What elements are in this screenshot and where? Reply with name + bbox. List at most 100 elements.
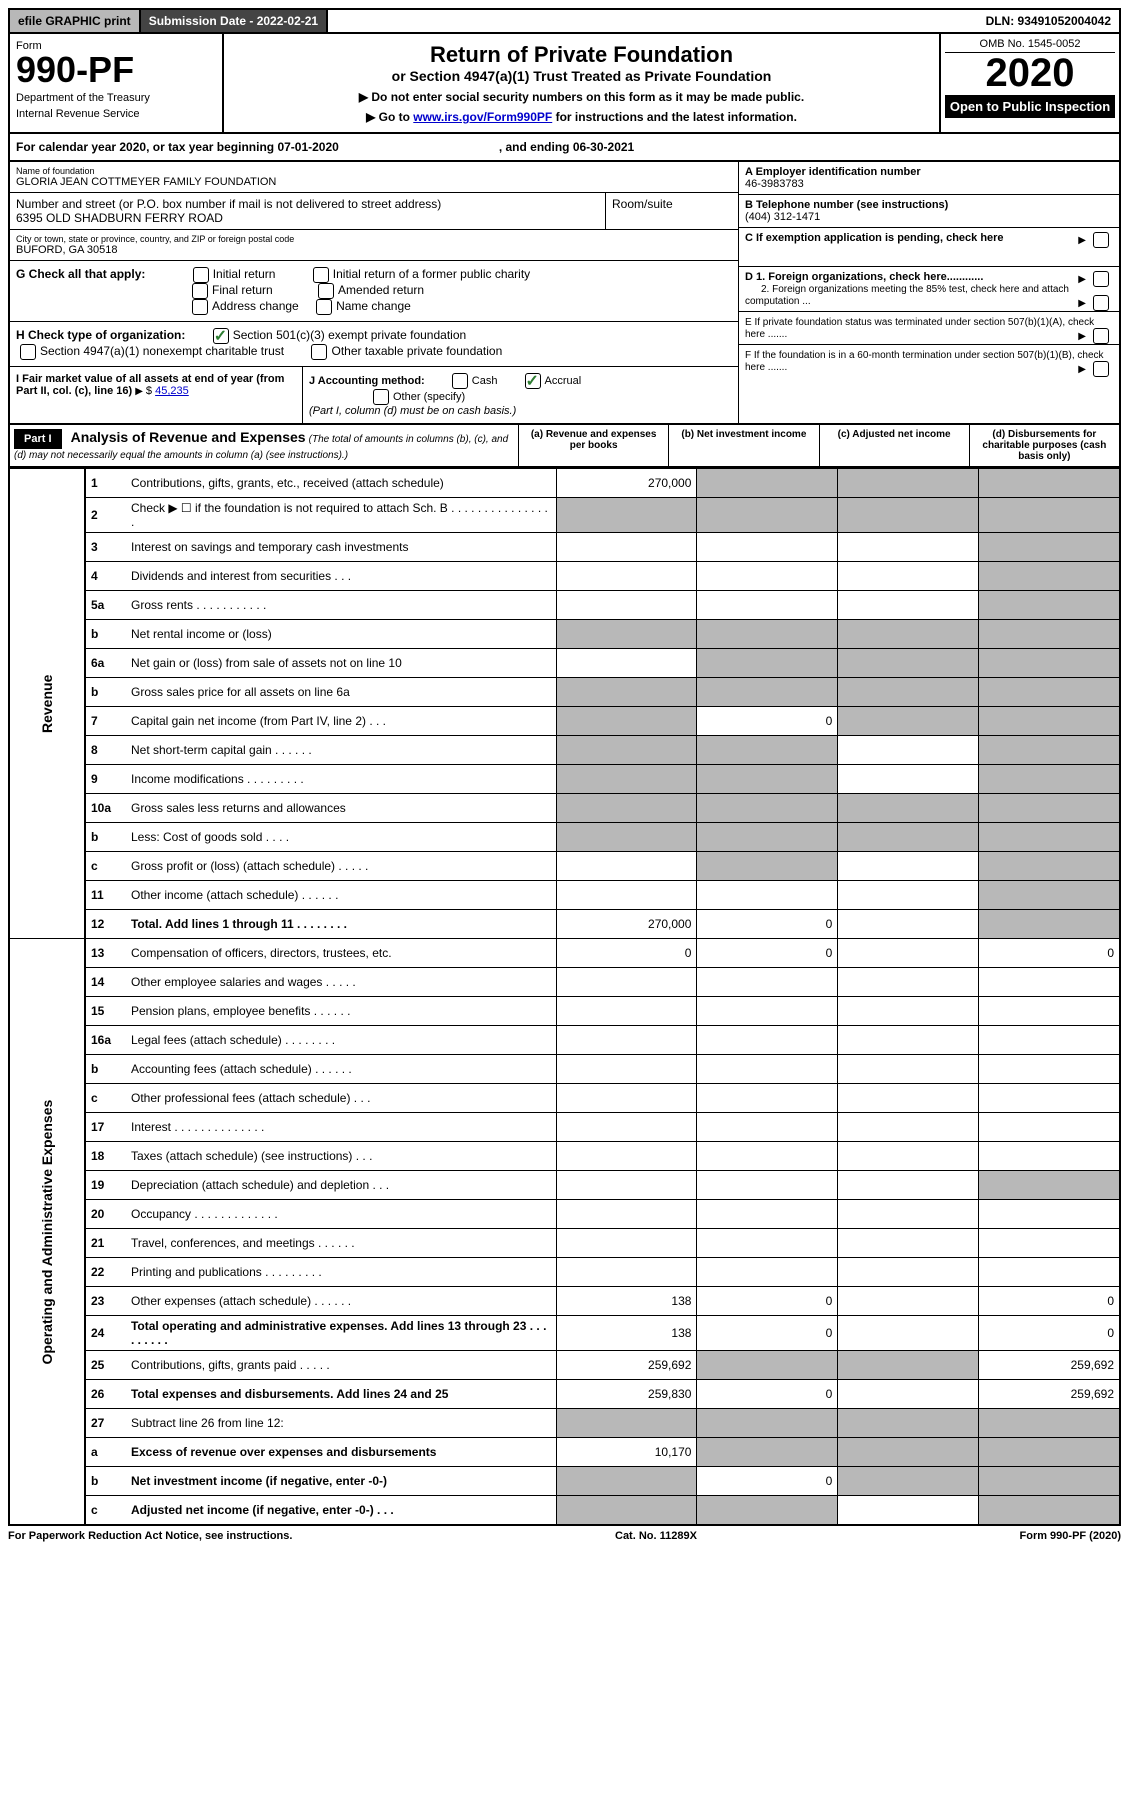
form-title: Return of Private Foundation bbox=[232, 42, 931, 68]
line-number: a bbox=[85, 1438, 126, 1467]
checkbox-501c3[interactable] bbox=[213, 328, 229, 344]
amount-cell bbox=[556, 1467, 697, 1496]
amount-cell: 0 bbox=[979, 1316, 1120, 1351]
checkbox-initial-return[interactable] bbox=[193, 267, 209, 283]
checkbox-name-change[interactable] bbox=[316, 299, 332, 315]
amount-cell: 0 bbox=[697, 1467, 838, 1496]
note-link: ▶ Go to www.irs.gov/Form990PF for instru… bbox=[232, 110, 931, 124]
line-number: 15 bbox=[85, 997, 126, 1026]
checkbox-other-taxable[interactable] bbox=[311, 344, 327, 360]
part1-header: Part I Analysis of Revenue and Expenses … bbox=[8, 425, 1121, 468]
amount-cell bbox=[979, 591, 1120, 620]
line-number: c bbox=[85, 1084, 126, 1113]
amount-cell bbox=[556, 620, 697, 649]
line-number: b bbox=[85, 620, 126, 649]
line-desc: Net investment income (if negative, ente… bbox=[126, 1467, 556, 1496]
amount-cell: 0 bbox=[556, 939, 697, 968]
checkbox-d2[interactable] bbox=[1093, 295, 1109, 311]
line-desc: Other professional fees (attach schedule… bbox=[126, 1084, 556, 1113]
line-number: 17 bbox=[85, 1113, 126, 1142]
amount-cell bbox=[697, 1113, 838, 1142]
amount-cell bbox=[697, 997, 838, 1026]
c-label: C If exemption application is pending, c… bbox=[745, 232, 1004, 244]
amount-cell bbox=[556, 765, 697, 794]
fmv-value[interactable]: 45,235 bbox=[155, 385, 189, 397]
amount-cell bbox=[556, 498, 697, 533]
checkbox-initial-former[interactable] bbox=[313, 267, 329, 283]
amount-cell bbox=[697, 620, 838, 649]
line-number: b bbox=[85, 1055, 126, 1084]
checkbox-address-change[interactable] bbox=[192, 299, 208, 315]
form-header: Form 990-PF Department of the Treasury I… bbox=[8, 34, 1121, 134]
checkbox-d1[interactable] bbox=[1093, 271, 1109, 287]
calendar-year-row: For calendar year 2020, or tax year begi… bbox=[8, 134, 1121, 162]
amount-cell bbox=[697, 649, 838, 678]
amount-cell bbox=[556, 707, 697, 736]
line-desc: Contributions, gifts, grants paid . . . … bbox=[126, 1351, 556, 1380]
submission-date: Submission Date - 2022-02-21 bbox=[141, 10, 328, 32]
amount-cell: 138 bbox=[556, 1287, 697, 1316]
amount-cell bbox=[979, 997, 1120, 1026]
line-number: 4 bbox=[85, 562, 126, 591]
line-number: 22 bbox=[85, 1258, 126, 1287]
amount-cell bbox=[838, 1380, 979, 1409]
efile-label[interactable]: efile GRAPHIC print bbox=[10, 10, 141, 32]
irs-label: Internal Revenue Service bbox=[16, 108, 216, 120]
line-number: 27 bbox=[85, 1409, 126, 1438]
amount-cell bbox=[979, 533, 1120, 562]
amount-cell bbox=[556, 823, 697, 852]
line-desc: Taxes (attach schedule) (see instruction… bbox=[126, 1142, 556, 1171]
line-number: 23 bbox=[85, 1287, 126, 1316]
checkbox-4947a1[interactable] bbox=[20, 344, 36, 360]
amount-cell bbox=[979, 852, 1120, 881]
checkbox-amended[interactable] bbox=[318, 283, 334, 299]
checkbox-c[interactable] bbox=[1093, 232, 1109, 248]
amount-cell bbox=[556, 1200, 697, 1229]
line-desc: Gross rents . . . . . . . . . . . bbox=[126, 591, 556, 620]
amount-cell bbox=[556, 1496, 697, 1526]
amount-cell bbox=[697, 1142, 838, 1171]
line-number: 14 bbox=[85, 968, 126, 997]
amount-cell bbox=[838, 1496, 979, 1526]
amount-cell bbox=[697, 591, 838, 620]
amount-cell bbox=[838, 1200, 979, 1229]
amount-cell bbox=[838, 1258, 979, 1287]
amount-cell bbox=[838, 852, 979, 881]
line-number: 3 bbox=[85, 533, 126, 562]
checkbox-e[interactable] bbox=[1093, 328, 1109, 344]
amount-cell bbox=[838, 939, 979, 968]
line-desc: Check ▶ ☐ if the foundation is not requi… bbox=[126, 498, 556, 533]
amount-cell bbox=[838, 1287, 979, 1316]
checkbox-final-return[interactable] bbox=[192, 283, 208, 299]
amount-cell bbox=[979, 1113, 1120, 1142]
amount-cell bbox=[979, 707, 1120, 736]
amount-cell bbox=[556, 591, 697, 620]
line-number: 24 bbox=[85, 1316, 126, 1351]
amount-cell bbox=[838, 1055, 979, 1084]
checkbox-other-method[interactable] bbox=[373, 389, 389, 405]
irs-link[interactable]: www.irs.gov/Form990PF bbox=[413, 110, 552, 124]
dept-label: Department of the Treasury bbox=[16, 92, 216, 104]
amount-cell bbox=[697, 562, 838, 591]
footer-left: For Paperwork Reduction Act Notice, see … bbox=[8, 1530, 292, 1542]
page-footer: For Paperwork Reduction Act Notice, see … bbox=[8, 1526, 1121, 1546]
line-number: 6a bbox=[85, 649, 126, 678]
room-label: Room/suite bbox=[612, 197, 732, 211]
line-desc: Legal fees (attach schedule) . . . . . .… bbox=[126, 1026, 556, 1055]
line-number: 10a bbox=[85, 794, 126, 823]
tax-year: 2020 bbox=[945, 53, 1115, 93]
address-label: Number and street (or P.O. box number if… bbox=[16, 197, 599, 211]
amount-cell: 10,170 bbox=[556, 1438, 697, 1467]
line-desc: Printing and publications . . . . . . . … bbox=[126, 1258, 556, 1287]
amount-cell bbox=[697, 881, 838, 910]
amount-cell bbox=[979, 765, 1120, 794]
amount-cell bbox=[556, 736, 697, 765]
checkbox-f[interactable] bbox=[1093, 361, 1109, 377]
checkbox-cash[interactable] bbox=[452, 373, 468, 389]
amount-cell bbox=[697, 678, 838, 707]
d2-label: 2. Foreign organizations meeting the 85%… bbox=[745, 284, 1069, 307]
amount-cell bbox=[697, 823, 838, 852]
checkbox-accrual[interactable] bbox=[525, 373, 541, 389]
amount-cell bbox=[697, 1084, 838, 1113]
line-desc: Compensation of officers, directors, tru… bbox=[126, 939, 556, 968]
